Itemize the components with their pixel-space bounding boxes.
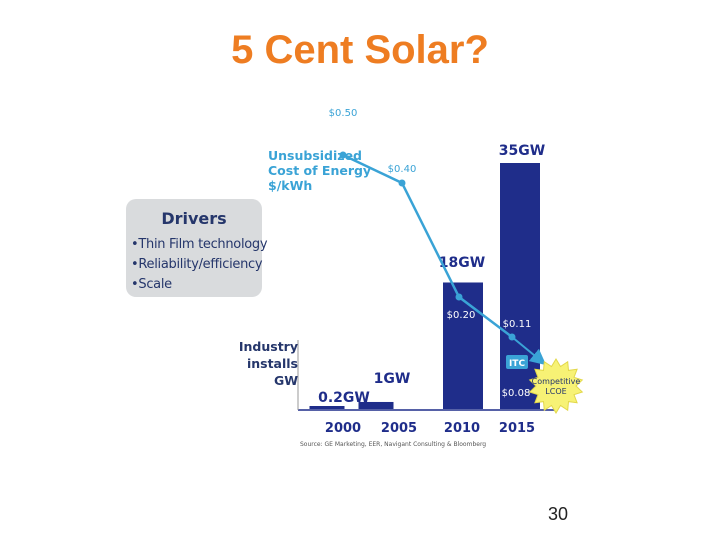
bar-label-2015: 35GW <box>499 143 545 159</box>
source-note: Source: GE Marketing, EER, Navigant Cons… <box>300 441 487 448</box>
bar-2010 <box>443 282 483 409</box>
cost-axis-label-line: $/kWh <box>268 178 313 193</box>
installs-label: Industry installs GW <box>236 338 298 389</box>
bar-2000 <box>309 406 345 409</box>
drivers-item: •Scale <box>131 277 172 292</box>
cost-label-$0.50: $0.50 <box>329 108 358 119</box>
cost-axis-label-line: Unsubsidized <box>268 148 362 163</box>
page-number: 30 <box>548 504 569 524</box>
drivers-item: •Thin Film technology <box>131 237 268 252</box>
drivers-title: Drivers <box>161 209 227 228</box>
x-tick-label-2000: 2000 <box>325 421 361 436</box>
cost-point-$0.40 <box>398 179 406 187</box>
cost-point-$0.50 <box>339 151 347 159</box>
bar-label-2000: 0.2GW <box>318 390 370 406</box>
cost-label-$0.08: $0.08 <box>502 388 531 399</box>
drivers-item: •Reliability/efficiency <box>131 257 263 272</box>
installs-label-line: Industry <box>238 339 298 354</box>
competitive-starburst <box>528 358 584 414</box>
cost-line-path <box>342 153 513 338</box>
itc-arrow-line <box>511 336 547 366</box>
bar-label-2010: 18GW <box>439 255 485 271</box>
cost-label-$0.11: $0.11 <box>503 319 532 330</box>
x-tick-label-2015: 2015 <box>499 421 535 436</box>
cost-label-$0.20: $0.20 <box>447 310 476 321</box>
installs-label-line: GW <box>273 373 298 388</box>
bar-2015 <box>500 163 540 409</box>
slide-title: 5 Cent Solar? <box>231 28 489 72</box>
x-tick-label-2010: 2010 <box>444 421 480 436</box>
itc-badge <box>506 355 528 369</box>
bar-label-2005: 1GW <box>374 371 411 387</box>
drivers-box: Drivers •Thin Film technology •Reliabili… <box>126 199 268 297</box>
cost-point-$0.20 <box>455 293 463 301</box>
cost-axis-label: Unsubsidized Cost of Energy $/kWh <box>268 148 371 193</box>
competitive-label: Competitive <box>532 377 581 386</box>
cost-label-$0.40: $0.40 <box>388 164 417 175</box>
x-tick-label-2005: 2005 <box>381 421 417 436</box>
installs-label-line: installs <box>246 356 298 371</box>
cost-axis-label-line: Cost of Energy <box>268 163 372 178</box>
itc-label: ITC <box>509 359 525 369</box>
lcoe-label: LCOE <box>545 387 566 396</box>
bar-2005 <box>358 401 394 409</box>
